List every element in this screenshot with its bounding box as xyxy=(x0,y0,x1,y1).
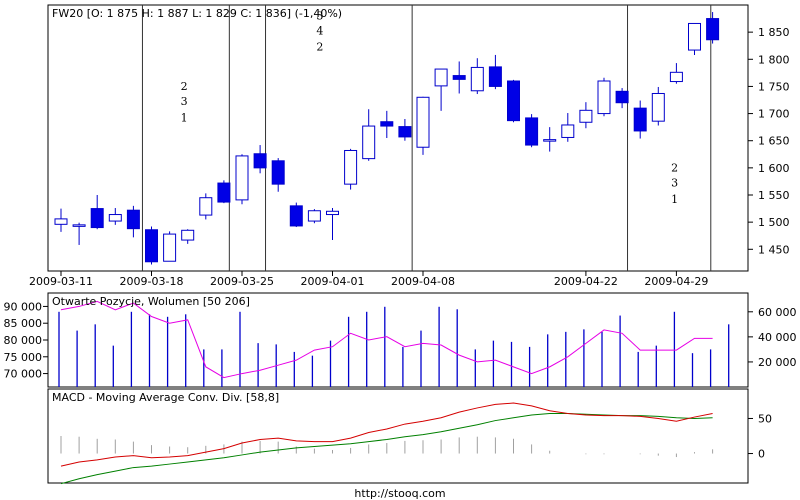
candle-body xyxy=(72,224,86,227)
candle-body xyxy=(307,210,321,222)
wave-label: 2 xyxy=(671,161,678,174)
y-tick-label: 1 650 xyxy=(758,135,790,148)
candle-body xyxy=(181,229,195,241)
candle-body xyxy=(54,218,68,225)
open-interest-line xyxy=(60,300,713,379)
candle-body xyxy=(145,229,158,263)
candle-body xyxy=(633,107,647,132)
wave-label: 3 xyxy=(671,177,678,190)
candle-body xyxy=(688,22,701,51)
candle-body xyxy=(488,66,502,87)
wave-label: 1 xyxy=(181,111,188,124)
price-panel: 1 450 1 500 1 550 1 600 1 650 1 700 1 750 1 800… xyxy=(29,4,790,288)
right-tick-label: 60 000 xyxy=(758,306,797,319)
candle-body xyxy=(326,210,339,216)
candle-body xyxy=(163,233,177,262)
candle-body xyxy=(669,71,683,83)
candle-body xyxy=(108,214,122,222)
candle-body xyxy=(416,96,430,148)
left-tick-label: 70 000 xyxy=(4,368,43,381)
x-tick-label: 2009-04-01 xyxy=(301,275,365,288)
volume-panel: 70 000 75 000 80 000 85 000 90 000 20 000 40 … xyxy=(4,292,797,388)
candle-body xyxy=(398,126,412,138)
left-tick-label: 75 000 xyxy=(4,351,43,364)
x-tick-label: 2009-04-08 xyxy=(391,275,455,288)
candle-body xyxy=(597,80,611,115)
candle-body xyxy=(380,121,394,127)
wave-label: 2 xyxy=(316,40,323,53)
candle-body xyxy=(452,75,466,80)
wave-label: 3 xyxy=(316,9,323,22)
candle-body xyxy=(470,66,484,92)
signal-line xyxy=(60,413,713,485)
y-tick-label: 1 500 xyxy=(758,216,790,229)
right-tick-label: 40 000 xyxy=(758,331,797,344)
wave-label: 2 xyxy=(181,80,188,93)
y-tick-label: 1 550 xyxy=(758,189,790,202)
left-tick-label: 90 000 xyxy=(4,300,43,313)
candle-body xyxy=(271,160,285,185)
y-tick-label: 0 xyxy=(758,448,765,461)
candle-body xyxy=(217,182,231,203)
candle-body xyxy=(90,208,104,229)
candle-body xyxy=(253,153,267,169)
candle-body xyxy=(434,68,448,87)
candle-body xyxy=(235,155,249,201)
x-tick-label: 2009-03-11 xyxy=(29,275,93,288)
x-tick-label: 2009-03-18 xyxy=(120,275,184,288)
right-tick-label: 20 000 xyxy=(758,356,797,369)
candle-body xyxy=(199,197,213,216)
x-tick-label: 2009-03-25 xyxy=(210,275,274,288)
candle-body xyxy=(561,124,575,138)
candle-body xyxy=(651,92,665,122)
y-tick-label: 1 850 xyxy=(758,26,790,39)
left-tick-label: 80 000 xyxy=(4,334,43,347)
candle-body xyxy=(344,149,358,185)
macd-line xyxy=(60,402,713,467)
wave-label: 1 xyxy=(671,193,678,206)
source-footer: http://stooq.com xyxy=(354,487,445,500)
candle-body xyxy=(507,80,520,122)
candle-body xyxy=(706,18,720,41)
candle-body xyxy=(289,205,303,227)
candle-body xyxy=(543,139,557,142)
macd-panel: 0 50 MACD - Moving Average Conv. Div. [58… xyxy=(47,388,772,485)
y-tick-label: 50 xyxy=(758,412,772,425)
price-panel-title: FW20 [O: 1 875 H: 1 887 L: 1 829 C: 1 83… xyxy=(52,7,342,20)
candle-body xyxy=(525,117,539,146)
y-tick-label: 1 700 xyxy=(758,108,790,121)
macd-panel-title: MACD - Moving Average Conv. Div. [58,8] xyxy=(52,391,279,404)
y-tick-label: 1 600 xyxy=(758,162,790,175)
x-tick-label: 2009-04-29 xyxy=(644,275,708,288)
candle-body xyxy=(126,209,140,230)
y-tick-label: 1 450 xyxy=(758,243,790,256)
y-tick-label: 1 750 xyxy=(758,80,790,93)
y-tick-label: 1 800 xyxy=(758,53,790,66)
x-tick-label: 2009-04-22 xyxy=(554,275,618,288)
volume-panel-title: Otwarte Pozycje, Wolumen [50 206] xyxy=(52,295,250,308)
wave-label: 3 xyxy=(181,95,188,108)
left-tick-label: 85 000 xyxy=(4,317,43,330)
candle-body xyxy=(615,90,629,104)
wave-label: 4 xyxy=(316,25,323,38)
candle-body xyxy=(362,125,376,160)
candle-body xyxy=(579,109,593,123)
